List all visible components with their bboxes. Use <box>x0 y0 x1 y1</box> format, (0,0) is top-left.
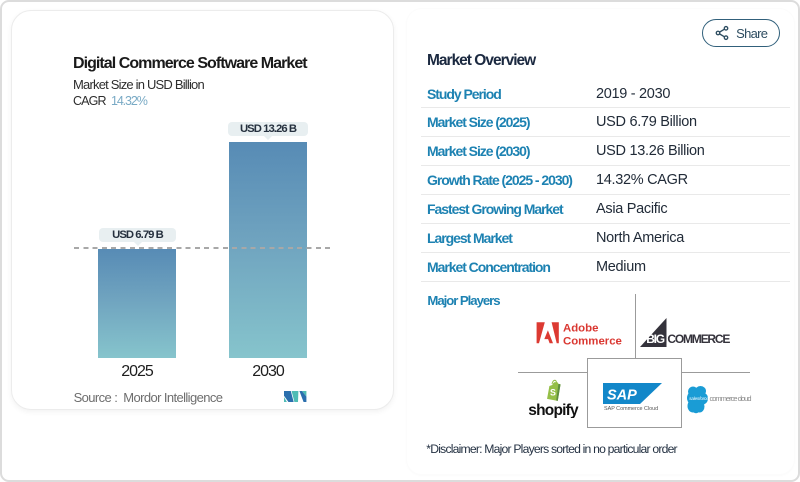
svg-text:Commerce: Commerce <box>563 336 622 346</box>
svg-text:salesforce: salesforce <box>689 396 709 401</box>
svg-text:commerce cloud: commerce cloud <box>709 394 751 403</box>
svg-text:S: S <box>550 388 556 398</box>
svg-text:Adobe: Adobe <box>563 323 598 335</box>
svg-text:BIG: BIG <box>646 332 665 346</box>
svg-text:SAP: SAP <box>607 387 637 403</box>
svg-text:COMMERCE: COMMERCE <box>667 332 730 346</box>
svg-text:SAP Commerce Cloud: SAP Commerce Cloud <box>604 406 658 411</box>
svg-text:shopify: shopify <box>528 402 579 418</box>
